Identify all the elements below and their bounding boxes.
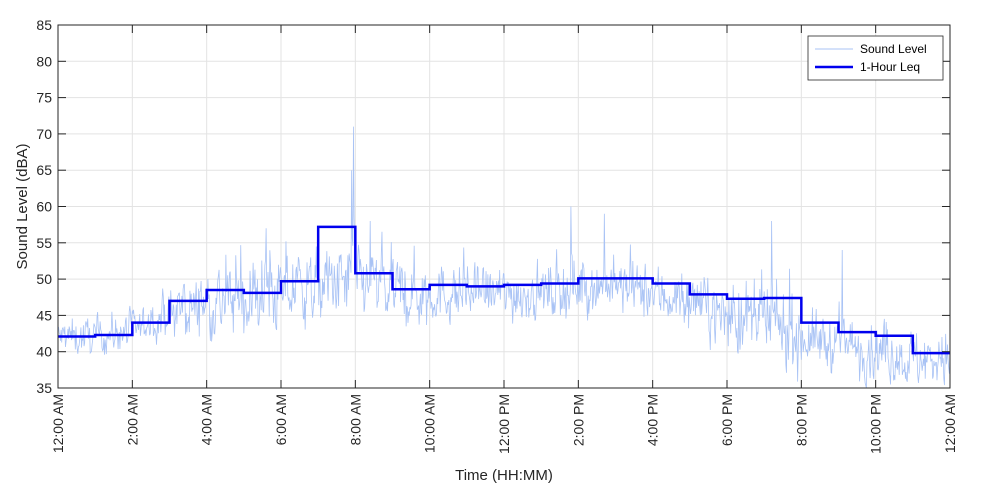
x-tick-label-5: 10:00 AM	[422, 394, 438, 453]
x-tick-label-9: 6:00 PM	[719, 394, 735, 446]
y-tick-label-9: 80	[36, 53, 52, 69]
sound-level-line	[57, 126, 951, 389]
legend-label-sound-level: Sound Level	[860, 42, 927, 56]
y-tick-label-7: 70	[36, 126, 52, 142]
legend-box	[807, 35, 944, 81]
leq-series	[58, 225, 950, 355]
y-tick-label-10: 85	[36, 17, 52, 33]
y-tick-label-6: 65	[36, 162, 52, 178]
y-tick-label-5: 60	[36, 199, 52, 215]
x-tick-label-7: 2:00 PM	[570, 394, 586, 446]
x-axis-label: Time (HH:MM)	[455, 467, 553, 484]
leq-step-line	[58, 225, 950, 355]
sound-level-series	[57, 126, 951, 389]
x-tick-label-11: 10:00 PM	[868, 394, 884, 454]
y-tick-label-1: 40	[36, 344, 52, 360]
x-tick-label-8: 4:00 PM	[645, 394, 661, 446]
y-tick-label-4: 55	[36, 235, 52, 251]
x-tick-label-2: 4:00 AM	[199, 394, 215, 445]
x-tick-label-0: 12:00 AM	[50, 394, 66, 453]
x-tick-label-3: 6:00 AM	[273, 394, 289, 445]
y-axis-label: Sound Level (dBA)	[14, 144, 31, 270]
legend-label-leq: 1-Hour Leq	[860, 60, 920, 74]
y-tick-label-8: 75	[36, 90, 52, 106]
legend: Sound Level 1-Hour Leq	[807, 35, 944, 81]
x-tick-label-4: 8:00 AM	[347, 394, 363, 445]
x-tick-label-1: 2:00 AM	[124, 394, 140, 445]
y-tick-label-3: 50	[36, 271, 52, 287]
y-tick-label-2: 45	[36, 307, 52, 323]
x-tick-label-6: 12:00 PM	[496, 394, 512, 454]
y-axis-ticks: 35 40 45 50 55 60 65 70 75 80 85	[36, 17, 950, 396]
x-tick-label-10: 8:00 PM	[793, 394, 809, 446]
y-tick-label-0: 35	[36, 380, 52, 396]
x-axis-ticks: 12:00 AM 2:00 AM 4:00 AM 6:00 AM 8:00 AM 10:0…	[50, 25, 958, 454]
x-tick-label-12: 12:00 AM	[942, 394, 958, 453]
